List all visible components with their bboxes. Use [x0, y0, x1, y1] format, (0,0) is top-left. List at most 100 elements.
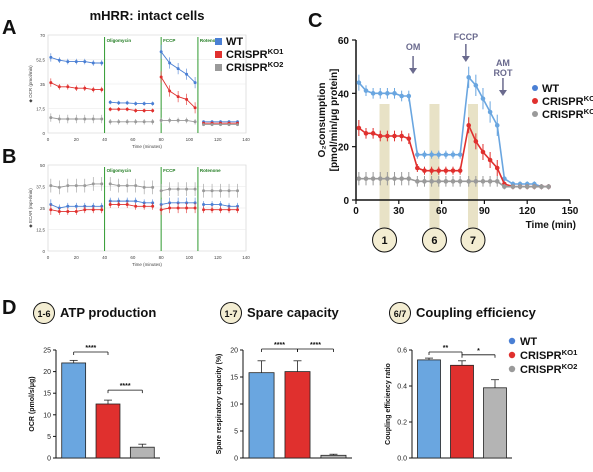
data-point-a [83, 117, 87, 121]
sig-label-d1: **** [85, 345, 96, 352]
data-point-b [57, 185, 61, 189]
data-point-a [83, 86, 87, 90]
x-tick-label-b: 20 [74, 255, 80, 260]
data-point-c [429, 179, 434, 184]
data-point-c [539, 184, 544, 189]
data-point-a [100, 117, 104, 121]
y-tick-label-d1: 15 [43, 391, 51, 398]
data-point-c [363, 131, 369, 136]
data-point-b [66, 204, 70, 208]
injection-label-a: Rotenone [200, 38, 221, 43]
legend-label-c: WT [542, 83, 559, 95]
x-axis-label-c: Time (min) [526, 220, 576, 231]
data-point-a [49, 116, 53, 120]
data-point-c [443, 179, 449, 184]
y-tick-label-b: 12,5 [36, 228, 45, 233]
data-point-a [219, 123, 223, 127]
data-point-a [91, 88, 95, 92]
data-point-c [517, 184, 523, 189]
data-point-c [457, 179, 463, 184]
y-tick-label-c: 40 [338, 89, 350, 100]
data-point-b [91, 208, 95, 212]
data-point-a [74, 117, 78, 121]
data-point-b [193, 206, 197, 210]
data-point-b [210, 203, 214, 207]
chart-title-d3: Coupling efficiency [416, 305, 537, 320]
legend-marker-d [508, 351, 516, 359]
legend-marker-d [508, 337, 516, 345]
y-tick-label-d3: 0.2 [397, 420, 407, 427]
data-point-a [117, 107, 121, 111]
injection-label-c: FCCP [454, 32, 479, 42]
data-point-c [429, 152, 434, 157]
data-point-a [134, 109, 138, 113]
data-point-a [142, 102, 146, 106]
x-tick-label-a: 140 [242, 137, 250, 142]
data-point-a [159, 118, 163, 122]
data-point-a [74, 86, 78, 90]
series-line-a [110, 101, 153, 105]
data-point-c [406, 176, 412, 181]
y-axis-label-b: ◆ ECAR (mpH/min) [28, 188, 33, 228]
y-tick-label-a: 70 [40, 33, 46, 38]
data-point-c [399, 93, 404, 99]
data-point-a [74, 60, 78, 64]
chart-c: 0 20 40 60 0 30 60 90 120 150 Time (min) O₂consumpt… [317, 32, 593, 253]
y-tick-label-d1: 5 [47, 434, 51, 441]
data-point-c [406, 93, 412, 99]
injection-label-b: Rotenone [200, 168, 221, 173]
data-point-c [487, 109, 493, 115]
data-point-c [436, 152, 442, 157]
data-point-b [236, 189, 240, 193]
data-point-c [457, 168, 463, 173]
x-axis-label-a: Time (minutes) [132, 144, 162, 149]
y-tick-label-b: 0 [42, 249, 45, 254]
data-point-a [91, 117, 95, 121]
data-point-b [108, 182, 112, 186]
data-point-a [57, 117, 61, 121]
bar-chart-d1: 1-6 ATP production 0 5 10 15 20 25 OCR (pmol/s/μ… [29, 302, 160, 463]
y-tick-label-b: 50 [40, 163, 46, 168]
y-tick-label-a: 17,5 [36, 107, 45, 112]
badge-label-d2: 1-7 [224, 309, 237, 319]
data-point-b [227, 208, 231, 212]
data-point-a [236, 123, 240, 127]
data-point-a [151, 109, 155, 113]
data-point-b [125, 203, 129, 207]
data-point-a [193, 81, 197, 85]
time-badge-c [460, 227, 486, 253]
legend-marker-c [532, 85, 538, 91]
chart-title-d2: Spare capacity [247, 305, 340, 320]
data-point-c [466, 179, 472, 184]
data-point-b [134, 184, 138, 188]
x-tick-label-c: 60 [436, 206, 448, 217]
y-tick-label-d3: 0.6 [397, 348, 407, 355]
data-point-c [546, 184, 551, 189]
badge-d2 [220, 302, 242, 324]
data-point-c [377, 176, 383, 181]
data-point-b [219, 203, 223, 207]
data-point-c [473, 83, 479, 88]
data-point-c [370, 91, 376, 96]
x-tick-label-b: 40 [102, 255, 108, 260]
x-tick-label-c: 0 [353, 206, 359, 217]
data-point-b [108, 203, 112, 207]
bar-d1 [61, 362, 87, 459]
series-line-b [110, 204, 153, 207]
data-point-b [100, 208, 104, 212]
data-point-a [168, 61, 172, 65]
data-point-b [91, 182, 95, 186]
data-point-c [356, 176, 362, 181]
y-tick-label-c: 20 [338, 143, 350, 154]
data-point-c [436, 179, 442, 184]
time-badge-c [421, 227, 447, 253]
y-tick-label-a: 0 [42, 131, 45, 136]
data-point-a [49, 81, 53, 85]
y-tick-label-d2: 20 [230, 348, 238, 355]
data-point-b [236, 208, 240, 212]
legend-marker-a [215, 64, 222, 71]
data-point-b [219, 208, 223, 212]
data-point-b [202, 203, 206, 207]
y-tick-label-d2: 5 [234, 429, 238, 436]
y-axis-label-d1: OCR (pmol/s/μg) [29, 376, 36, 431]
